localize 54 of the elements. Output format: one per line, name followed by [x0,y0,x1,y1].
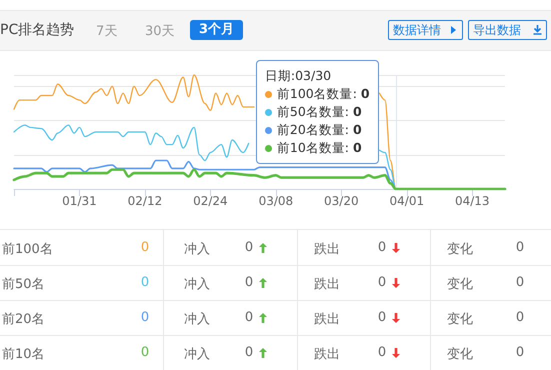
text: 变化 [446,311,474,328]
x-tick-label: 03/20 [324,194,359,208]
x-tick-label: 01/31 [62,194,97,208]
chart-title: PC排名趋势 [0,21,74,39]
x-tick-label: 03/08 [258,194,294,208]
x-tick-label: 04/13 [454,194,490,208]
text: 冲入 [183,311,211,328]
text: 跌出 [313,346,341,363]
text: 跌出 [313,241,341,258]
text: 变化 [446,346,474,363]
text: 7天 [96,23,118,40]
text: 数据详情 [393,23,441,37]
text: 0 [514,240,526,255]
annotation: 日期:03/30 [264,67,332,85]
text: 0 [244,240,254,255]
text: 前10名 [2,346,45,363]
text: 前100名 [2,241,53,258]
legend-label: 前50名数量: [276,104,350,119]
annotation: 0 [352,122,362,137]
legend-label: 前10名数量: [276,140,350,155]
text: 跌出 [313,276,341,293]
annotation: 0 [360,86,370,101]
text: 0 [376,275,388,290]
x-tick-label: 02/12 [128,194,162,208]
legend-label: 前20名数量: [276,122,350,137]
text: 0 [378,345,386,360]
text: 30天 [145,23,175,40]
text: 0 [140,275,150,290]
text: 变化 [446,276,474,293]
tab-button: 3个月 [190,20,243,40]
text: 0 [376,310,388,325]
text: 0 [376,240,388,255]
text: 0 [244,345,254,360]
text: 0 [514,310,526,325]
text: 冲入 [183,346,211,363]
legend-label: 前100名数量: [276,86,358,101]
x-tick-label: 02/24 [193,194,228,208]
text: 前50名 [2,276,45,293]
annotation: 0 [352,104,362,119]
text: 冲入 [183,241,211,258]
text: 变化 [446,241,474,258]
annotation: 0 [352,140,362,155]
text: 0 [244,310,254,325]
text: 0 [140,240,150,255]
text: 前20名 [2,311,45,328]
text: 导出数据 [473,23,521,37]
text: 0 [514,275,526,290]
text: 跌出 [313,311,341,328]
text: 0 [516,345,524,360]
text: 0 [140,345,150,360]
text: 0 [140,310,150,325]
text: 0 [244,275,254,290]
x-tick-label: 04/01 [390,194,424,208]
text: 冲入 [183,276,211,293]
